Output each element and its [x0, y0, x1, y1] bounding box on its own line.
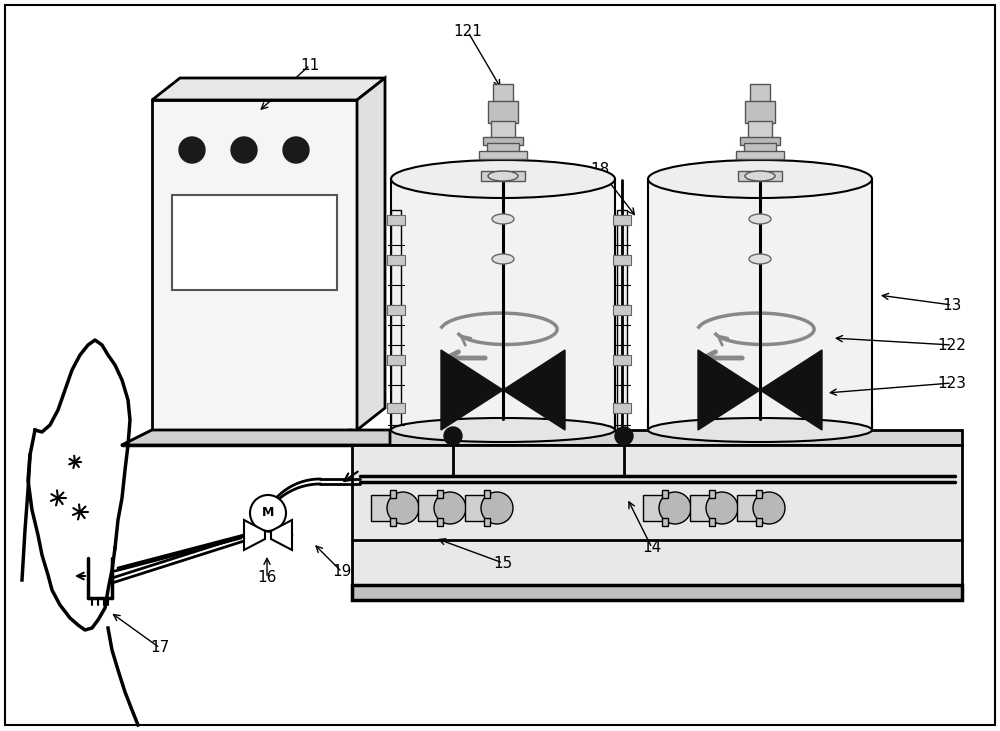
- Bar: [172, 195, 337, 290]
- Bar: [756, 490, 762, 498]
- Polygon shape: [441, 350, 503, 430]
- Text: 19: 19: [332, 564, 352, 580]
- Text: M: M: [262, 507, 274, 520]
- Bar: [487, 143, 519, 153]
- Circle shape: [444, 427, 462, 445]
- Bar: [737, 495, 763, 521]
- Ellipse shape: [749, 254, 771, 264]
- Bar: [437, 518, 443, 526]
- Bar: [613, 215, 631, 225]
- Bar: [387, 403, 405, 413]
- Bar: [662, 518, 668, 526]
- Bar: [750, 84, 770, 104]
- Bar: [709, 518, 715, 526]
- Bar: [488, 101, 518, 123]
- Bar: [736, 151, 784, 159]
- Bar: [483, 137, 523, 145]
- Bar: [738, 171, 782, 181]
- Bar: [479, 151, 527, 159]
- Bar: [390, 518, 396, 526]
- Text: 13: 13: [942, 298, 962, 312]
- Polygon shape: [698, 350, 760, 430]
- Circle shape: [231, 137, 257, 163]
- Circle shape: [753, 492, 785, 524]
- Bar: [613, 355, 631, 365]
- Ellipse shape: [749, 214, 771, 224]
- Bar: [387, 305, 405, 315]
- Polygon shape: [152, 78, 385, 100]
- Bar: [352, 445, 962, 585]
- Bar: [371, 495, 397, 521]
- Ellipse shape: [488, 171, 518, 181]
- Bar: [617, 210, 627, 428]
- Bar: [709, 490, 715, 498]
- Bar: [352, 430, 962, 445]
- Circle shape: [615, 427, 633, 445]
- Text: 11: 11: [300, 58, 320, 72]
- Bar: [613, 305, 631, 315]
- Bar: [437, 490, 443, 498]
- Ellipse shape: [648, 418, 872, 442]
- Bar: [748, 121, 772, 139]
- Bar: [481, 171, 525, 181]
- Polygon shape: [271, 520, 292, 550]
- Bar: [391, 210, 401, 428]
- Polygon shape: [244, 520, 265, 550]
- Circle shape: [250, 495, 286, 531]
- Ellipse shape: [648, 160, 872, 198]
- Polygon shape: [122, 430, 390, 445]
- Bar: [613, 255, 631, 265]
- Bar: [465, 495, 491, 521]
- Polygon shape: [357, 78, 385, 430]
- Bar: [613, 403, 631, 413]
- Text: 16: 16: [257, 570, 277, 586]
- Bar: [390, 490, 396, 498]
- Bar: [648, 179, 872, 430]
- Bar: [744, 143, 776, 153]
- Text: 123: 123: [938, 376, 966, 390]
- Polygon shape: [760, 350, 822, 430]
- Circle shape: [283, 137, 309, 163]
- Text: 121: 121: [454, 25, 482, 39]
- Bar: [387, 215, 405, 225]
- Bar: [740, 137, 780, 145]
- Bar: [756, 518, 762, 526]
- Bar: [387, 255, 405, 265]
- Bar: [690, 495, 716, 521]
- Ellipse shape: [745, 171, 775, 181]
- Circle shape: [481, 492, 513, 524]
- Bar: [352, 585, 962, 600]
- Ellipse shape: [391, 418, 615, 442]
- Ellipse shape: [492, 214, 514, 224]
- Bar: [491, 121, 515, 139]
- Circle shape: [179, 137, 205, 163]
- Circle shape: [659, 492, 691, 524]
- Bar: [387, 355, 405, 365]
- Text: 14: 14: [642, 540, 662, 556]
- Bar: [152, 100, 357, 430]
- Bar: [662, 490, 668, 498]
- Bar: [391, 179, 615, 430]
- Bar: [484, 490, 490, 498]
- Text: 18: 18: [590, 162, 610, 178]
- Ellipse shape: [391, 160, 615, 198]
- Bar: [484, 518, 490, 526]
- Text: 122: 122: [938, 338, 966, 352]
- Ellipse shape: [492, 254, 514, 264]
- Bar: [643, 495, 669, 521]
- Bar: [745, 101, 775, 123]
- Circle shape: [706, 492, 738, 524]
- Text: 17: 17: [150, 640, 170, 656]
- Text: 15: 15: [493, 556, 513, 570]
- Polygon shape: [503, 350, 565, 430]
- Circle shape: [387, 492, 419, 524]
- Circle shape: [434, 492, 466, 524]
- Bar: [493, 84, 513, 104]
- Bar: [418, 495, 444, 521]
